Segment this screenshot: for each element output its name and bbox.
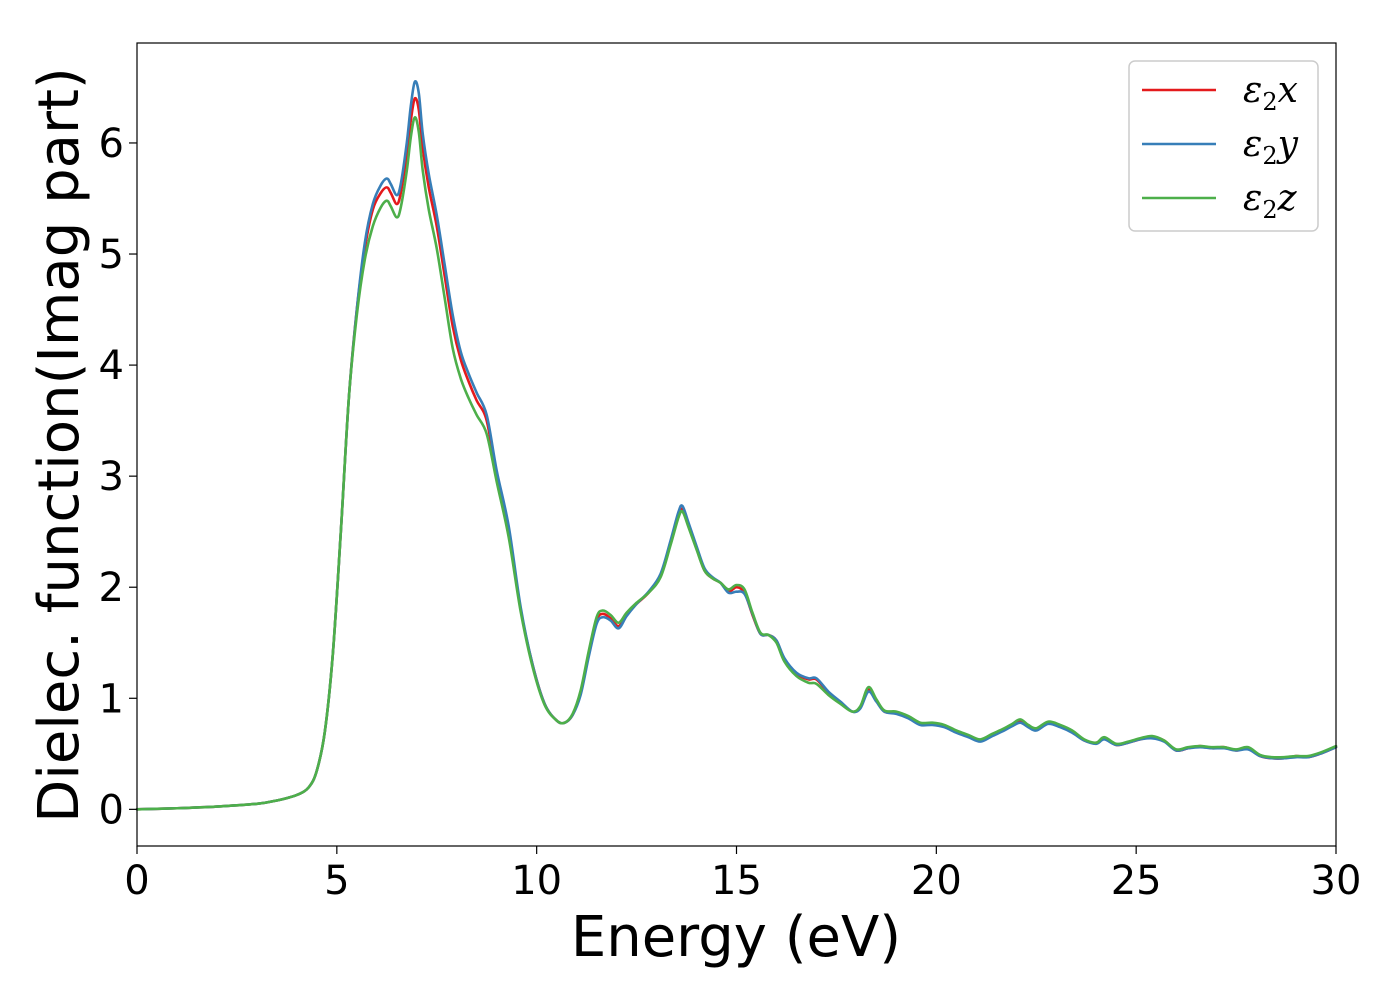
y-tick-label: 1 — [99, 676, 124, 722]
y-axis-label: Dielec. function(Imag part) — [27, 67, 92, 823]
y-tick-label: 5 — [99, 232, 124, 278]
x-axis-label: Energy (eV) — [571, 905, 901, 970]
x-tick-label: 10 — [511, 858, 562, 904]
series-line-z — [135, 116, 1338, 811]
legend-box — [1128, 60, 1319, 232]
x-tick-label: 20 — [911, 858, 962, 904]
x-tick-label: 15 — [711, 858, 762, 904]
y-tick-label: 6 — [99, 121, 124, 167]
legend-label: ε2y — [1243, 124, 1299, 170]
series-layer — [135, 80, 1338, 811]
x-tick-label: 30 — [1311, 858, 1362, 904]
y-tick-label: 4 — [99, 343, 124, 389]
x-tick-label: 5 — [324, 858, 349, 904]
x-axis-ticks: 0 5 10 15 20 25 30 — [124, 846, 1361, 904]
legend-label: ε2x — [1243, 70, 1298, 116]
y-tick-label: 3 — [99, 454, 124, 500]
y-axis-ticks: 0 1 2 3 4 5 6 — [99, 121, 137, 833]
y-tick-label: 0 — [99, 787, 124, 833]
x-tick-label: 25 — [1111, 858, 1162, 904]
legend: ε2x ε2y ε2z — [1128, 60, 1319, 232]
y-tick-label: 2 — [99, 565, 124, 611]
x-tick-label: 0 — [124, 858, 149, 904]
legend-label: ε2z — [1243, 178, 1298, 224]
